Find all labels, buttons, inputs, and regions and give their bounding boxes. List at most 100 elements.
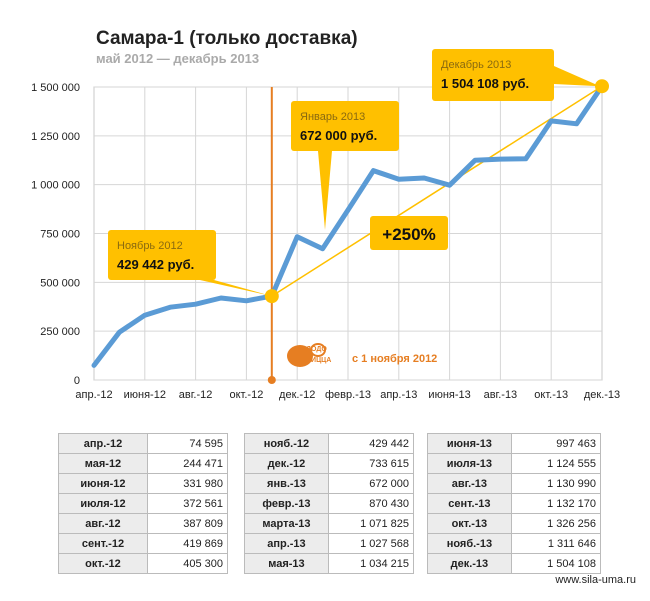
series-point: [346, 208, 350, 212]
table-month-cell: авг.-12: [58, 513, 148, 534]
chart-title: Самара-1 (только доставка): [96, 28, 358, 49]
x-tick-label: февр.-13: [325, 389, 371, 401]
x-tick-label: июня-12: [124, 389, 166, 401]
callout-box: [291, 101, 399, 151]
table-row: сент.-12 419 869: [58, 533, 229, 554]
table-row: дек.-13 1 504 108: [427, 553, 602, 574]
series-point: [397, 177, 401, 181]
table-month-cell: дек.-12: [244, 453, 329, 474]
table-row: авг.-13 1 130 990: [427, 473, 602, 494]
y-tick-label: 250 000: [40, 326, 80, 338]
data-table-1: апр.-12 74 595 мая-12 244 471 июня-12 331 980…: [58, 433, 229, 574]
callout-box: [108, 230, 216, 280]
y-tick-label: 750 000: [40, 229, 80, 241]
table-row: янв.-13 672 000: [244, 473, 415, 494]
table-value-cell: 74 595: [146, 433, 229, 454]
table-month-cell: дек.-13: [427, 553, 512, 574]
y-tick-label: 1 000 000: [31, 180, 80, 192]
x-tick-label: июня-13: [428, 389, 470, 401]
callout-pointer: [318, 151, 332, 230]
x-tick-label: авг.-12: [179, 389, 213, 401]
table-month-cell: мая-12: [58, 453, 148, 474]
series-point: [448, 183, 452, 187]
event-marker-dot: [267, 376, 276, 384]
table-value-cell: 1 504 108: [510, 553, 602, 574]
series-point: [219, 296, 223, 300]
table-row: нояб.-13 1 311 646: [427, 533, 602, 554]
table-row: дек.-12 733 615: [244, 453, 415, 474]
series-point: [422, 176, 426, 180]
x-tick-label: окт.-12: [229, 389, 263, 401]
table-value-cell: 1 132 170: [510, 493, 602, 514]
sales-line-chart: 0 250 000 500 000 750 000 1 000 000 1 250 000…: [31, 49, 620, 401]
table-row: мая-12 244 471: [58, 453, 229, 474]
table-value-cell: 1 027 568: [327, 533, 415, 554]
table-row: авг.-12 387 809: [58, 513, 229, 534]
series-point: [549, 119, 553, 123]
callout-month: Декабрь 2013: [441, 59, 511, 71]
table-month-cell: февр.-13: [244, 493, 329, 514]
table-value-cell: 405 300: [146, 553, 229, 574]
table-value-cell: 1 071 825: [327, 513, 415, 534]
table-month-cell: июля-13: [427, 453, 512, 474]
table-month-cell: июня-12: [58, 473, 148, 494]
table-row: нояб.-12 429 442: [244, 433, 415, 454]
table-row: июля-13 1 124 555: [427, 453, 602, 474]
callout-value: 429 442 руб.: [117, 257, 194, 272]
x-tick-label: окт.-13: [534, 389, 568, 401]
series-point: [295, 235, 299, 239]
table-value-cell: 733 615: [327, 453, 415, 474]
growth-trend-line: [271, 85, 603, 297]
y-tick-label: 0: [74, 375, 80, 387]
callout-pointer: [554, 66, 600, 87]
table-value-cell: 244 471: [146, 453, 229, 474]
event-label: с 1 ноября 2012: [352, 353, 437, 365]
data-table-3: июня-13 997 463 июля-13 1 124 555 авг.-13 1 1…: [427, 433, 602, 574]
table-month-cell: окт.-12: [58, 553, 148, 574]
table-value-cell: 1 326 256: [510, 513, 602, 534]
y-tick-label: 500 000: [40, 277, 80, 289]
table-value-cell: 997 463: [510, 433, 602, 454]
series-point: [524, 157, 528, 161]
x-tick-label: апр.-12: [75, 389, 112, 401]
x-tick-label: дек.-13: [584, 389, 620, 401]
table-row: марта-13 1 071 825: [244, 513, 415, 534]
table-value-cell: 1 130 990: [510, 473, 602, 494]
series-point: [321, 247, 325, 251]
table-value-cell: 1 311 646: [510, 533, 602, 554]
table-row: июня-13 997 463: [427, 433, 602, 454]
callout-month: Январь 2013: [300, 111, 365, 123]
table-row: апр.-12 74 595: [58, 433, 229, 454]
series-point: [575, 122, 579, 126]
table-month-cell: июня-13: [427, 433, 512, 454]
x-tick-label: апр.-13: [380, 389, 417, 401]
table-month-cell: апр.-13: [244, 533, 329, 554]
highlight-dot-dec-2013: [595, 79, 609, 94]
table-value-cell: 429 442: [327, 433, 415, 454]
table-row: окт.-12 405 300: [58, 553, 229, 574]
chart-subtitle: май 2012 — декабрь 2013: [96, 51, 260, 66]
table-row: июня-12 331 980: [58, 473, 229, 494]
table-value-cell: 419 869: [146, 533, 229, 554]
table-row: сент.-13 1 132 170: [427, 493, 602, 514]
table-month-cell: авг.-13: [427, 473, 512, 494]
table-row: окт.-13 1 326 256: [427, 513, 602, 534]
series-point: [473, 158, 477, 162]
table-value-cell: 672 000: [327, 473, 415, 494]
series-point: [498, 157, 502, 161]
table-value-cell: 331 980: [146, 473, 229, 494]
table-row: апр.-13 1 027 568: [244, 533, 415, 554]
table-month-cell: марта-13: [244, 513, 329, 534]
table-value-cell: 372 561: [146, 493, 229, 514]
table-value-cell: 870 430: [327, 493, 415, 514]
table-value-cell: 1 034 215: [327, 553, 415, 574]
table-row: июля-12 372 561: [58, 493, 229, 514]
growth-label: +250%: [382, 225, 435, 244]
data-table-2: нояб.-12 429 442 дек.-12 733 615 янв.-13 672 …: [244, 433, 415, 574]
x-tick-label: дек.-12: [279, 389, 315, 401]
callout-month: Ноябрь 2012: [117, 240, 183, 252]
series-point: [92, 363, 96, 367]
callout-box: [432, 49, 554, 101]
table-value-cell: 387 809: [146, 513, 229, 534]
logo-mascot-icon: [287, 345, 313, 367]
